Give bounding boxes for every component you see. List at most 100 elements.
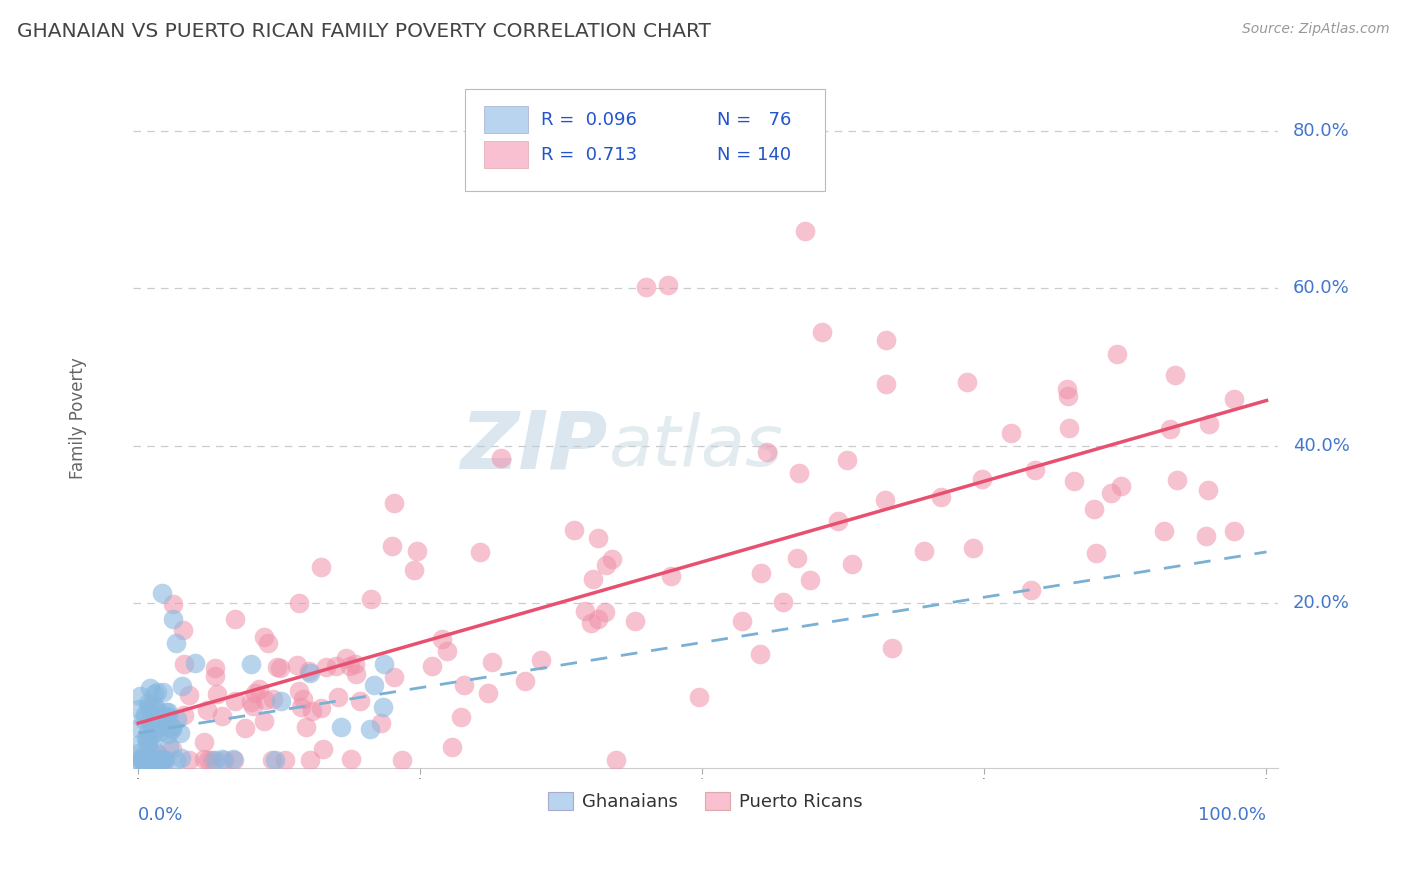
Point (146, 753, 169, 767)
Point (349, 694, 371, 708)
Point (155, 753, 177, 767)
Point (142, 753, 165, 767)
Point (370, 715, 392, 730)
Point (688, 690, 710, 704)
FancyBboxPatch shape (484, 141, 527, 168)
Point (875, 376, 897, 391)
Point (150, 586, 173, 600)
Point (179, 688, 201, 702)
Point (315, 660, 337, 674)
Point (132, 753, 155, 767)
Point (325, 659, 347, 673)
Point (288, 596, 311, 610)
Point (1153, 524, 1175, 538)
Point (530, 653, 553, 667)
Point (600, 551, 623, 566)
Point (150, 711, 173, 725)
Text: R =  0.096: R = 0.096 (541, 111, 637, 128)
Point (1223, 392, 1246, 406)
Point (659, 568, 682, 582)
Point (138, 725, 160, 739)
Point (1057, 389, 1080, 403)
Point (136, 734, 159, 748)
Point (129, 689, 152, 703)
Point (1109, 479, 1132, 493)
Point (586, 531, 609, 545)
Point (562, 523, 585, 537)
Point (197, 753, 219, 767)
Point (657, 277, 679, 292)
Text: 100.0%: 100.0% (1198, 806, 1267, 824)
Point (129, 753, 152, 767)
Point (143, 687, 166, 701)
Point (513, 674, 536, 689)
Point (292, 692, 315, 706)
Point (264, 753, 287, 767)
Point (605, 753, 627, 767)
Point (205, 687, 228, 701)
Point (138, 701, 160, 715)
Point (143, 726, 166, 740)
Point (173, 657, 195, 671)
Point (363, 678, 385, 692)
Point (128, 721, 150, 735)
Point (204, 661, 226, 675)
Point (136, 696, 159, 710)
Point (224, 694, 246, 708)
Point (382, 670, 405, 684)
Point (440, 739, 463, 754)
Point (143, 724, 166, 739)
Point (793, 224, 815, 238)
Point (340, 752, 363, 766)
Point (1197, 483, 1219, 497)
Point (155, 705, 177, 719)
Point (132, 713, 155, 727)
Point (139, 744, 162, 758)
Point (623, 614, 645, 628)
Point (1198, 417, 1220, 432)
Point (344, 657, 367, 672)
Point (1063, 475, 1085, 489)
Point (173, 708, 195, 723)
Point (193, 735, 215, 749)
FancyBboxPatch shape (484, 106, 527, 133)
Point (956, 376, 979, 390)
Point (962, 541, 984, 555)
Text: 60.0%: 60.0% (1292, 279, 1350, 298)
Point (295, 720, 318, 734)
Point (299, 665, 322, 680)
Point (224, 612, 246, 626)
Point (301, 704, 323, 718)
Point (481, 655, 503, 669)
Point (139, 681, 162, 695)
Point (211, 752, 233, 766)
Text: 0.0%: 0.0% (138, 806, 184, 824)
Point (222, 753, 245, 767)
Point (841, 557, 863, 571)
Point (329, 720, 352, 734)
Point (1223, 524, 1246, 538)
Point (143, 743, 166, 757)
Point (157, 721, 180, 735)
Point (450, 710, 472, 724)
Point (1000, 426, 1022, 441)
Point (204, 753, 226, 767)
Point (172, 624, 194, 638)
Point (523, 169, 546, 183)
Point (152, 753, 174, 767)
Point (253, 631, 276, 645)
Point (233, 722, 256, 736)
Point (269, 661, 291, 675)
Text: 20.0%: 20.0% (1292, 594, 1350, 612)
Point (1195, 529, 1218, 543)
Point (1024, 463, 1046, 477)
Point (339, 658, 361, 673)
Text: Source: ZipAtlas.com: Source: ZipAtlas.com (1241, 22, 1389, 37)
Point (470, 545, 492, 559)
Text: ZIP: ZIP (460, 407, 607, 485)
Point (1159, 422, 1181, 436)
Point (239, 695, 262, 709)
Point (222, 752, 245, 766)
Point (132, 753, 155, 767)
Point (972, 472, 994, 486)
